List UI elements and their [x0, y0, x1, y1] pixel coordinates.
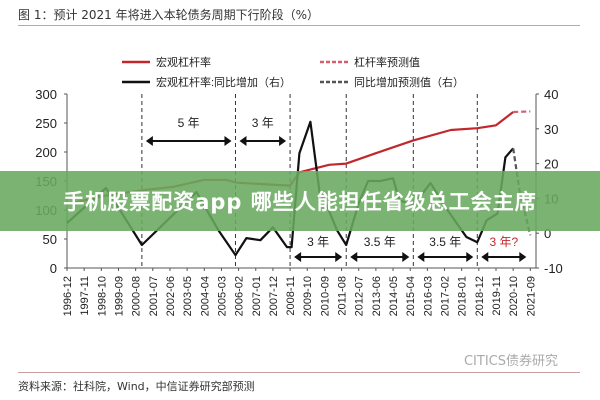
- title-divider: [18, 25, 580, 26]
- right-tick-label: 20: [544, 157, 558, 172]
- arrow-head-left: [417, 252, 425, 262]
- x-tick-label: 2011-08: [337, 276, 349, 316]
- cycle-label: 3 年: [307, 235, 329, 249]
- x-tick-label: 2016-03: [422, 276, 434, 316]
- x-tick-label: 1999-09: [113, 276, 125, 316]
- figure-title: 图 1：预计 2021 年将进入本轮债务周期下行阶段（%）: [18, 8, 320, 22]
- banner-text: 手机股票配资app 哪些人能担任省级总工会主席: [63, 190, 537, 214]
- x-tick-label: 2005-03: [216, 276, 228, 316]
- cycle-label: 3 年: [252, 116, 274, 130]
- x-tick-label: 2015-04: [405, 276, 417, 316]
- right-tick-label: 30: [544, 122, 558, 137]
- x-tick-label: 2021-09: [525, 276, 537, 316]
- x-tick-label: 1998-10: [96, 276, 108, 316]
- right-tick-label: 40: [544, 87, 558, 102]
- right-tick-label: 0: [544, 226, 551, 241]
- x-tick-label: 2017-02: [440, 276, 452, 316]
- x-tick-label: 2013-06: [371, 276, 383, 316]
- left-tick-label: 50: [43, 232, 57, 247]
- arrow-head-right: [519, 252, 527, 262]
- legend-label: 宏观杠杆率:同比增加（右）: [156, 75, 291, 89]
- left-tick-label: 300: [35, 87, 57, 102]
- x-tick-label: 2006-02: [234, 276, 246, 316]
- x-tick-label: 2018-01: [457, 276, 469, 316]
- x-tick-label: 2020-10: [508, 276, 520, 316]
- cycle-label: 3.5 年: [364, 235, 396, 249]
- x-tick-label: 2009-10: [302, 276, 314, 316]
- x-tick-label: 2010-09: [319, 276, 331, 316]
- source-divider: [18, 372, 580, 373]
- left-tick-label: 200: [35, 145, 57, 160]
- right-tick-label: -10: [544, 261, 563, 276]
- x-tick-label: 2007-01: [251, 276, 263, 316]
- x-tick-label: 2014-05: [388, 276, 400, 316]
- legend-label: 宏观杠杆率: [156, 55, 211, 69]
- source-note: 资料来源：社科院，Wind，中信证券研究部预测: [18, 380, 255, 393]
- arrow-head-left: [350, 252, 358, 262]
- x-tick-label: 2004-04: [199, 276, 211, 316]
- x-tick-label: 2002-06: [165, 276, 177, 316]
- x-tick-label: 2003-05: [182, 276, 194, 316]
- arrow-head-left: [145, 136, 153, 146]
- arrow-head-left: [481, 252, 489, 262]
- left-tick-label: 0: [50, 261, 57, 276]
- x-tick-label: 2019-11: [491, 276, 503, 316]
- x-tick-label: 2000-08: [131, 276, 143, 316]
- arrow-head-right: [279, 136, 287, 146]
- arrow-head-left: [294, 252, 302, 262]
- x-tick-label: 2012-07: [354, 276, 366, 316]
- x-tick-label: 1996-12: [62, 276, 74, 316]
- legend-label: 杠杆率预测值: [354, 55, 420, 69]
- x-tick-label: 2008-11: [285, 276, 297, 316]
- arrow-head-right: [335, 252, 343, 262]
- cycle-label: 5 年: [178, 116, 200, 130]
- left-tick-label: 250: [35, 116, 57, 131]
- x-tick-label: 2001-07: [148, 276, 160, 316]
- arrow-head-left: [239, 136, 247, 146]
- arrow-head-right: [224, 136, 232, 146]
- x-tick-label: 2007-12: [268, 276, 280, 316]
- arrow-head-right: [466, 252, 474, 262]
- x-tick-label: 2018-12: [474, 276, 486, 316]
- arrow-head-right: [402, 252, 410, 262]
- overlay-banner: 手机股票配资app 哪些人能担任省级总工会主席: [0, 171, 600, 231]
- watermark: CITICS债券研究: [463, 354, 558, 369]
- legend-label: 同比增加预测值（右）: [354, 75, 464, 89]
- x-tick-label: 1997-11: [79, 276, 91, 316]
- cycle-label: 3 年?: [489, 235, 518, 249]
- series-line: [513, 110, 531, 114]
- cycle-label: 3.5 年: [429, 235, 461, 249]
